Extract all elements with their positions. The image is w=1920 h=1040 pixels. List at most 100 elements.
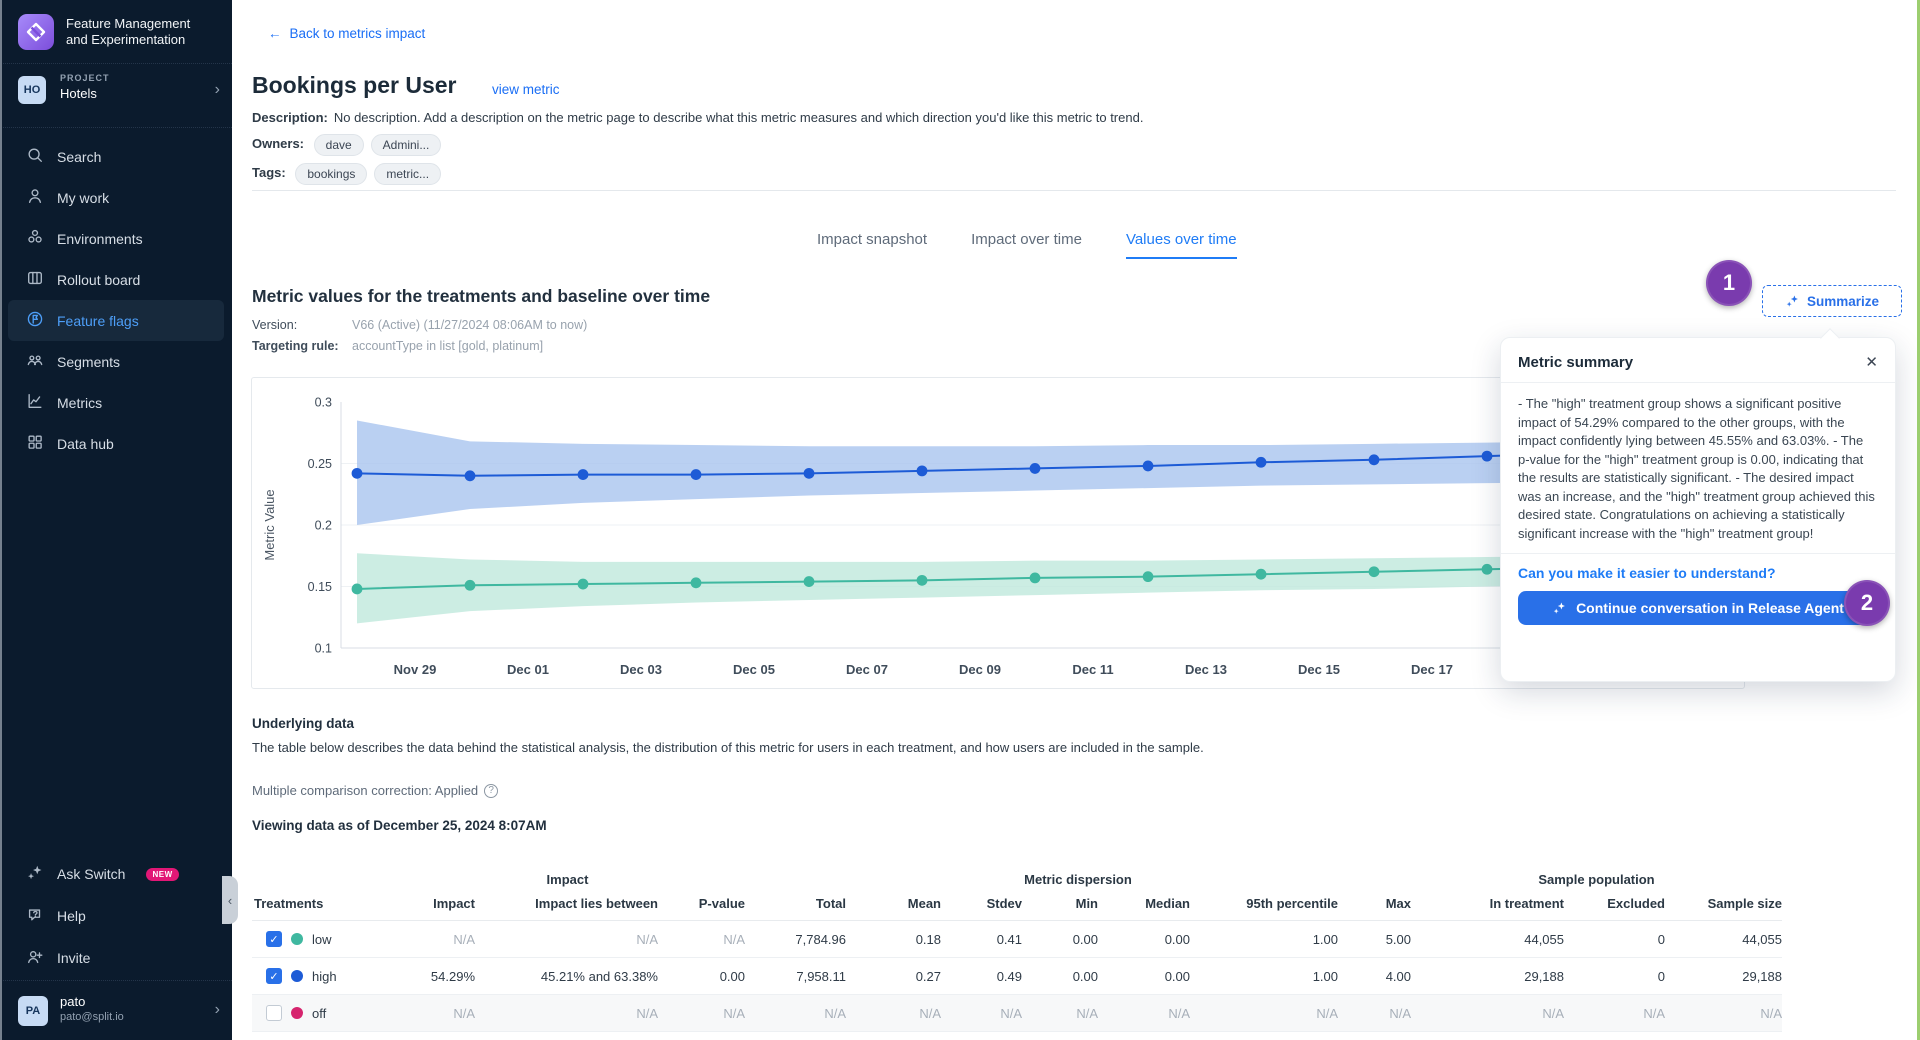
- owner-chip[interactable]: Admini...: [370, 134, 442, 156]
- chart-canvas: 0.3 0.25 0.2 0.15 0.1 Nov 29 Dec 01 Dec 03 Dec 0…: [262, 396, 1743, 677]
- user-menu[interactable]: PA pato pato@split.io ›: [0, 988, 232, 1040]
- tab-values-over-time[interactable]: Values over time: [1125, 231, 1237, 259]
- cell-median: 0.00: [1164, 931, 1190, 947]
- owners-chips: dave Admini...: [313, 134, 442, 156]
- sidebar-item-label: Search: [57, 148, 102, 165]
- column-header-total: Total: [815, 896, 846, 911]
- chevron-right-icon: ›: [214, 81, 220, 98]
- tag-chip[interactable]: bookings: [295, 163, 368, 185]
- sidebar-nav: Search My work Environments Rollout board Fe…: [0, 136, 232, 464]
- tags-chips: bookings metric...: [295, 163, 442, 185]
- view-metric-link[interactable]: view metric: [492, 82, 560, 97]
- sidebar-item-invite[interactable]: Invite: [8, 937, 224, 979]
- treatment-checkbox-off[interactable]: [266, 1005, 282, 1021]
- sidebar-item-ask-switch[interactable]: Ask Switch NEW: [8, 853, 224, 895]
- sidebar-item-help[interactable]: Help: [8, 895, 224, 937]
- sidebar-item-environments[interactable]: Environments: [8, 218, 224, 259]
- metric-summary-body: - The "high" treatment group shows a sig…: [1501, 383, 1895, 554]
- cell-impact-lies-between: 45.21% and 63.38%: [540, 968, 658, 984]
- sidebar-item-data-hub[interactable]: Data hub: [8, 423, 224, 464]
- svg-text:Dec 05: Dec 05: [733, 662, 775, 677]
- table-column-headers: Treatments Impact Impact lies between P-val…: [252, 896, 1782, 921]
- sidebar-item-feature-flags[interactable]: Feature flags: [8, 300, 224, 341]
- cell-mean: N/A: [919, 1005, 941, 1021]
- svg-text:0.2: 0.2: [315, 519, 332, 533]
- annotation-step-1-badge: 1: [1706, 260, 1752, 306]
- table-row-off: off N/A N/A N/A N/A N/A N/A N/A N/A N/A N/A N/A N/A N…: [252, 995, 1782, 1032]
- column-header-p-value: P-value: [698, 896, 745, 911]
- project-switcher[interactable]: HO PROJECT Hotels ›: [0, 70, 232, 118]
- sidebar-item-search[interactable]: Search: [8, 136, 224, 177]
- column-header-in-treatment: In treatment: [1489, 896, 1564, 911]
- tab-impact-snapshot[interactable]: Impact snapshot: [817, 231, 928, 248]
- cell-sample-size: 29,188: [1742, 968, 1782, 984]
- sidebar-item-label: Data hub: [57, 435, 114, 452]
- svg-text:Dec 13: Dec 13: [1185, 662, 1227, 677]
- close-icon[interactable]: ✕: [1865, 354, 1878, 371]
- treatment-color-dot: [291, 970, 303, 982]
- user-email: pato@split.io: [60, 1011, 124, 1023]
- tag-chip[interactable]: metric...: [374, 163, 442, 185]
- easier-to-understand-link[interactable]: Can you make it easier to understand?: [1518, 565, 1776, 581]
- cell-impact-lies-between: N/A: [636, 931, 658, 947]
- back-link[interactable]: ← Back to metrics impact: [268, 26, 426, 41]
- targeting-rule-value: accountType in list [gold, platinum]: [352, 339, 544, 353]
- group-header-spacer: [252, 872, 390, 896]
- cell-p-value: N/A: [723, 1005, 745, 1021]
- sidebar-item-label: Environments: [57, 230, 143, 247]
- treatment-checkbox-low[interactable]: ✓: [266, 931, 282, 947]
- column-header-impact: Impact: [433, 896, 475, 911]
- sidebar-item-label: Metrics: [57, 394, 103, 411]
- tab-bar: Impact snapshot Impact over time Values ov…: [817, 231, 1237, 259]
- cell-95th-percentile: 1.00: [1312, 931, 1338, 947]
- correction-row: Multiple comparison correction: Applied …: [252, 783, 499, 798]
- svg-text:Dec 15: Dec 15: [1298, 662, 1340, 677]
- sidebar-item-my-work[interactable]: My work: [8, 177, 224, 218]
- split-logo-icon: [18, 14, 54, 50]
- table-row-low: ✓ low N/A N/A N/A 7,784.96 0.18 0.41 0.00 0.00 1.0…: [252, 921, 1782, 958]
- cell-median: N/A: [1168, 1005, 1190, 1021]
- sidebar-item-label: Rollout board: [57, 271, 141, 288]
- annotation-step-2-badge: 2: [1844, 580, 1890, 626]
- cell-impact: N/A: [453, 931, 475, 947]
- search-icon: [26, 146, 44, 167]
- treatment-checkbox-high[interactable]: ✓: [266, 968, 282, 984]
- window-left-edge: [0, 0, 2, 1040]
- sidebar-item-segments[interactable]: Segments: [8, 341, 224, 382]
- ask-switch-icon: [26, 864, 44, 885]
- treatment-name: low: [312, 931, 332, 947]
- cell-median: 0.00: [1164, 968, 1190, 984]
- window-right-edge: [1917, 0, 1920, 1040]
- header-divider: [252, 190, 1896, 191]
- help-icon: [26, 906, 44, 927]
- cell-stdev: 0.49: [996, 968, 1022, 984]
- values-over-time-chart: 0.3 0.25 0.2 0.15 0.1 Nov 29 Dec 01 Dec 03 Dec 0…: [251, 377, 1745, 689]
- sidebar-collapse-handle[interactable]: ‹: [222, 876, 238, 924]
- sidebar: Feature Management and Experimentation H…: [0, 0, 232, 1040]
- column-header-sample-size: Sample size: [1707, 896, 1782, 911]
- continue-conversation-button[interactable]: Continue conversation in Release Agent: [1518, 591, 1878, 625]
- column-header-impact-lies-between: Impact lies between: [535, 896, 658, 911]
- svg-text:0.1: 0.1: [315, 642, 332, 656]
- my-work-icon: [26, 187, 44, 208]
- description-row: Description: No description. Add a descri…: [252, 110, 1143, 125]
- sidebar-item-metrics[interactable]: Metrics: [8, 382, 224, 423]
- treatment-name: off: [312, 1005, 327, 1021]
- svg-text:Dec 11: Dec 11: [1072, 662, 1113, 677]
- owner-chip[interactable]: dave: [313, 134, 364, 156]
- cell-min: 0.00: [1072, 931, 1098, 947]
- cell-95th-percentile: 1.00: [1312, 968, 1338, 984]
- invite-icon: [26, 948, 44, 969]
- sidebar-item-rollout-board[interactable]: Rollout board: [8, 259, 224, 300]
- info-icon[interactable]: ?: [484, 783, 499, 798]
- summarize-button[interactable]: Summarize: [1762, 285, 1902, 317]
- svg-text:0.25: 0.25: [308, 457, 332, 471]
- treatment-color-dot: [291, 1007, 303, 1019]
- tab-impact-over-time[interactable]: Impact over time: [971, 231, 1082, 248]
- new-badge: NEW: [146, 867, 179, 881]
- sidebar-footer: Ask Switch NEW Help Invite: [0, 853, 232, 979]
- back-arrow-icon: ←: [268, 26, 282, 41]
- version-label: Version:: [252, 318, 298, 332]
- sidebar-item-label: Feature flags: [57, 312, 139, 329]
